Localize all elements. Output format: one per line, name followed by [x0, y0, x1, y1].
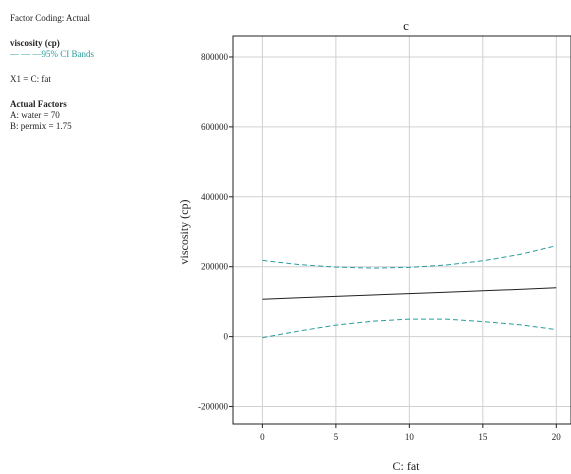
x-tick-label: 10: [405, 432, 415, 442]
y-tick-label: 0: [224, 332, 229, 342]
x-tick-label: 15: [478, 432, 488, 442]
actual-factors-title: Actual Factors: [10, 99, 67, 109]
x-tick-label: 5: [334, 432, 339, 442]
x-tick-label: 0: [260, 432, 265, 442]
y-tick-label: -200000: [198, 402, 228, 412]
fitted-line: [262, 287, 557, 300]
y-tick-label: 200000: [201, 262, 229, 272]
x-axis-label: C: fat: [393, 459, 421, 473]
y-tick-label: 600000: [201, 122, 229, 132]
factor-a-label: A: water = 70: [10, 110, 60, 120]
plot-frame: [232, 35, 571, 425]
factor-coding-label: Factor Coding: Actual: [10, 13, 90, 23]
ci-upper-band-line: [262, 245, 557, 269]
ci-lower-band-line: [262, 318, 557, 339]
legend-panel: Factor Coding: Actual viscosity (cp) — —…: [10, 13, 190, 132]
chart-title: c: [403, 18, 409, 33]
factor-b-label: B: permix = 1.75: [10, 121, 72, 131]
ci-bands-legend: — — —95% CI Bands: [10, 49, 94, 59]
x1-factor-label: X1 = C: fat: [10, 74, 51, 84]
response-title: viscosity (cp): [10, 38, 60, 48]
y-axis-label: viscosity (cp): [177, 200, 191, 265]
y-tick-label: 800000: [201, 52, 229, 62]
x-tick-label: 20: [552, 432, 562, 442]
y-tick-label: 400000: [201, 192, 229, 202]
